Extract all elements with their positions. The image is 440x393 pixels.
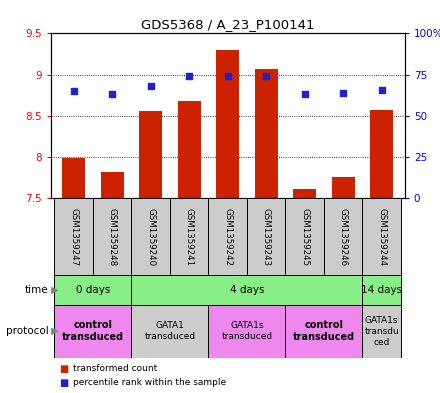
Text: 0 days: 0 days [76,285,110,295]
Text: 4 days: 4 days [230,285,264,295]
Point [263,73,270,79]
Bar [332,177,355,198]
Text: GSM1359247: GSM1359247 [69,208,78,266]
Text: transformed count: transformed count [73,364,157,373]
Bar [55,275,132,305]
Bar [363,198,401,275]
Bar [324,198,363,275]
Point [340,90,347,96]
Bar [363,305,401,358]
Bar [255,69,278,198]
Bar [209,198,247,275]
Bar [293,189,316,198]
Point [70,88,77,94]
Point [186,73,193,79]
Bar [55,198,93,275]
Bar [101,172,124,198]
Text: ■: ■ [59,378,69,388]
Text: GATA1s
transdu
ced: GATA1s transdu ced [364,316,399,347]
Text: control
transduced: control transduced [62,320,124,342]
Text: control
transduced: control transduced [293,320,355,342]
Bar [170,198,209,275]
Point [301,91,308,97]
Point [147,83,154,89]
Bar [93,198,132,275]
Title: GDS5368 / A_23_P100141: GDS5368 / A_23_P100141 [141,18,315,31]
Point [224,73,231,79]
Bar [132,305,209,358]
Bar [62,158,85,198]
Text: GSM1359248: GSM1359248 [108,208,117,266]
Text: GSM1359242: GSM1359242 [223,208,232,266]
Text: 14 days: 14 days [361,285,402,295]
Text: ▶: ▶ [48,326,59,336]
Text: GATA1
transduced: GATA1 transduced [144,321,195,341]
Bar [209,305,286,358]
Bar [132,198,170,275]
Bar [370,110,393,198]
Bar [132,275,363,305]
Bar [286,198,324,275]
Text: GSM1359243: GSM1359243 [262,208,271,266]
Bar [139,111,162,198]
Text: percentile rank within the sample: percentile rank within the sample [73,378,226,387]
Text: GSM1359245: GSM1359245 [300,208,309,266]
Text: time: time [25,285,48,295]
Text: GSM1359241: GSM1359241 [185,208,194,266]
Bar [286,305,363,358]
Text: GATA1s
transduced: GATA1s transduced [221,321,272,341]
Text: GSM1359246: GSM1359246 [339,208,348,266]
Text: protocol: protocol [6,326,48,336]
Point [109,91,116,97]
Text: GSM1359240: GSM1359240 [146,208,155,266]
Point [378,86,385,93]
Text: ■: ■ [59,364,69,374]
Text: ▶: ▶ [48,285,59,295]
Bar [247,198,286,275]
Bar [363,275,401,305]
Bar [55,305,132,358]
Text: GSM1359244: GSM1359244 [377,208,386,266]
Bar [216,50,239,198]
Bar [178,101,201,198]
